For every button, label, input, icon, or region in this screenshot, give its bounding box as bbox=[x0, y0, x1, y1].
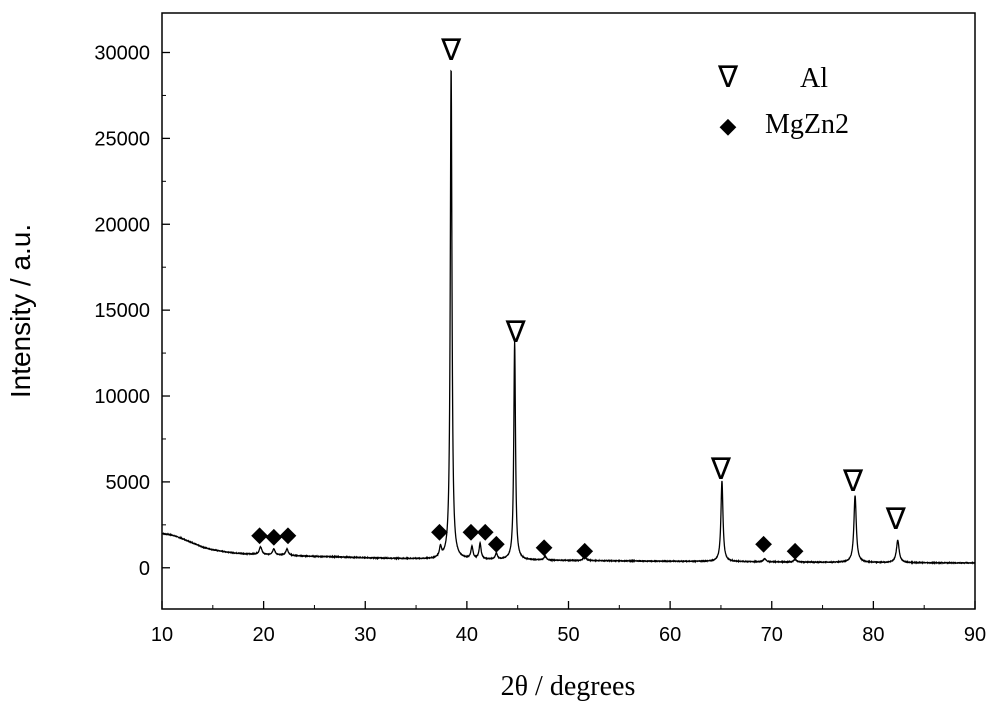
x-tick-label: 50 bbox=[557, 624, 579, 646]
mgzn2-peak-marker: ◆ bbox=[280, 522, 297, 547]
y-tick-label: 0 bbox=[139, 558, 150, 580]
al-peak-marker: ∇ bbox=[505, 315, 527, 350]
al-peak-marker: ∇ bbox=[842, 464, 864, 499]
diffraction-pattern-line bbox=[161, 69, 976, 565]
mgzn2-peak-marker: ◆ bbox=[431, 519, 448, 544]
legend-mgzn2-label: MgZn2 bbox=[765, 109, 849, 140]
x-tick-label: 30 bbox=[354, 624, 376, 646]
y-axis-ticks: 0 5000 10000 15000 20000 25000 30000 bbox=[94, 43, 170, 580]
mgzn2-peak-marker: ◆ bbox=[755, 531, 772, 556]
x-axis-ticks: 10 20 30 40 50 60 70 80 90 bbox=[151, 601, 986, 646]
y-tick-label: 20000 bbox=[94, 214, 150, 236]
y-tick-label: 30000 bbox=[94, 43, 150, 65]
legend-al-symbol: ∇ bbox=[717, 60, 739, 95]
mgzn2-peak-marker: ◆ bbox=[576, 538, 593, 563]
al-peak-marker: ∇ bbox=[710, 452, 732, 487]
phase-markers: ∇∇∇ ∇∇◆◆◆ ◆ ◆◆◆ ◆ ◆ ◆ ◆ bbox=[251, 33, 907, 563]
x-tick-label: 80 bbox=[862, 624, 884, 646]
x-tick-label: 70 bbox=[761, 624, 783, 646]
legend: ∇ Al ◆ MgZn2 bbox=[717, 60, 849, 140]
x-tick-label: 20 bbox=[253, 624, 275, 646]
al-peak-marker: ∇ bbox=[885, 502, 907, 537]
mgzn2-peak-marker: ◆ bbox=[251, 522, 268, 547]
legend-al-label: Al bbox=[800, 63, 828, 94]
mgzn2-peak-marker: ◆ bbox=[787, 538, 804, 563]
y-axis-title: Intensity / a.u. bbox=[5, 224, 36, 398]
plot-frame bbox=[161, 12, 976, 610]
y-tick-label: 15000 bbox=[94, 300, 150, 322]
legend-mgzn2-symbol: ◆ bbox=[720, 114, 737, 139]
y-tick-label: 10000 bbox=[94, 386, 150, 408]
x-tick-label: 60 bbox=[659, 624, 681, 646]
mgzn2-peak-marker: ◆ bbox=[477, 519, 494, 544]
mgzn2-peak-marker: ◆ bbox=[462, 519, 479, 544]
mgzn2-peak-marker: ◆ bbox=[488, 531, 505, 556]
x-tick-label: 10 bbox=[151, 624, 173, 646]
x-tick-label: 90 bbox=[964, 624, 986, 646]
x-axis-title: 2θ / degrees bbox=[501, 671, 636, 702]
y-tick-label: 25000 bbox=[94, 128, 150, 150]
x-tick-label: 40 bbox=[456, 624, 478, 646]
mgzn2-peak-marker: ◆ bbox=[536, 534, 553, 559]
al-peak-marker: ∇ bbox=[440, 33, 462, 68]
mgzn2-peak-marker: ◆ bbox=[265, 524, 282, 549]
y-tick-label: 5000 bbox=[106, 472, 151, 494]
